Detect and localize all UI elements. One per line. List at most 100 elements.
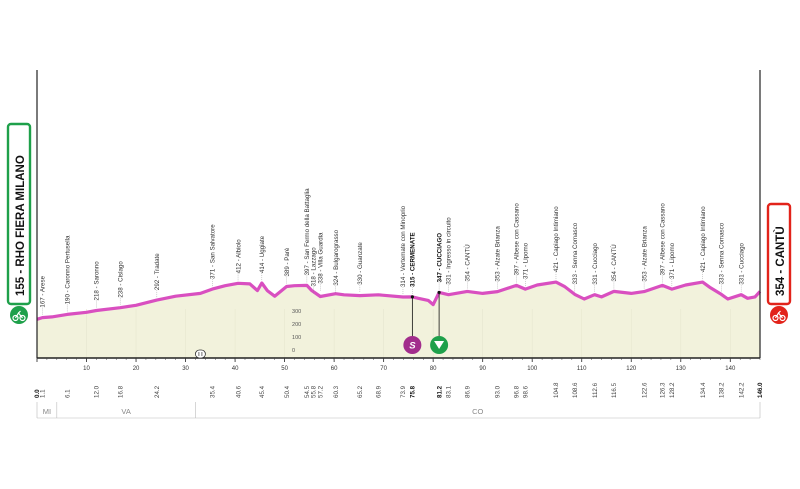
sprint-icon [403,336,422,354]
sprint-dot [410,295,414,299]
place-label: 315 - CERMENATE [410,232,417,287]
place-label: 331 - Cucciago [592,242,599,284]
start-box: 155 - RHO FIERA MILANO [6,122,32,324]
km-label: 50.4 [284,385,291,398]
place-label: 314 - Vertemate con Minoprio [400,205,407,287]
place-label: 397 - San Fermo della Battaglia [304,188,311,276]
km-label: 0.0 [34,389,41,398]
x-tick-label: 110 [577,366,587,372]
km-label: 142.2 [738,382,745,398]
km-label: 75.8 [410,385,417,398]
altitude-scale-label: 200 [292,322,301,328]
km-label: 138.2 [719,382,726,398]
place-label: 238 - Cislago [117,261,124,298]
place-label: 331 - Ingresso in circuito [446,217,453,285]
km-label: 60.3 [333,385,340,398]
x-tick-label: 120 [626,366,637,372]
distance-axis: 10 20 30 40 50 60 70 80 90 100 110 120 130 140 0.01.1 6… [34,70,764,398]
cyclist-icon [12,310,26,322]
km-label: 146.0 [757,382,764,398]
place-label: 218 - Saronno [94,261,101,301]
place-label: 167 - Arese [40,275,47,307]
place-label: 338 - Villa Guardia [317,232,324,284]
km-label: 16.8 [117,385,124,398]
place-label: 389 - Parè [284,247,291,276]
place-label: 421 - Capiago Intimiano [700,206,707,272]
x-tick-label: 40 [232,366,239,372]
place-label: 371 - Lipomo [522,242,529,279]
km-label: 86.9 [465,385,472,398]
place-label: 330 - Guanzate [357,242,364,285]
km-label: 104.8 [553,382,560,398]
km-label: 126.3 [660,382,667,398]
km-label: 57.2 [317,385,324,398]
x-tick-label: 30 [182,366,189,372]
province-label: CO [472,407,483,416]
km-label: 12.0 [94,385,101,398]
km-label: 24.2 [154,385,161,398]
x-tick-label: 50 [281,366,288,372]
place-label: 333 - Senna Comasco [572,222,579,284]
province-label: VA [121,407,130,416]
place-labels: 167 - Arese 190 - Caronno Pertusella 218 -… [40,188,745,315]
x-tick-label: 60 [331,366,338,372]
x-tick-label: 90 [479,366,486,372]
profile-line [36,280,762,321]
place-label: 331 - Cucciago [738,242,745,284]
place-label: 354 - CANTÙ [465,244,472,281]
km-label: 35.4 [210,385,217,398]
profile-fill-layer [36,280,762,358]
altitude-scale: 300 200 100 0 [292,309,301,354]
altitude-scale-label: 100 [292,335,301,341]
km-label: 96.8 [514,385,521,398]
km-label: 93.0 [495,385,502,398]
km-label: 1.1 [40,389,47,398]
km-label: 55.8 [311,385,318,398]
cyclist-icon [772,310,786,322]
km-label: 54.5 [304,385,311,398]
km-label: 73.9 [400,385,407,398]
x-tick-label: 20 [133,366,140,372]
place-label: 421 - Capiago Intimiano [553,206,560,272]
place-label: 333 - Senna Comasco [719,222,726,284]
kom-triangle-icon [434,341,445,349]
place-label: 353 - Alzate Brianza [641,226,648,282]
course-markers: S [195,290,449,359]
place-label: 292 - Tradate [154,253,161,290]
km-label: 83.1 [446,385,453,398]
place-label: 397 - Albese con Cassano [660,203,667,276]
place-label: 354 - CANTÙ [611,244,618,281]
place-label: 371 - San Salvatore [210,224,217,279]
km-label: 116.5 [611,382,618,398]
km-label: 108.6 [572,382,579,398]
km-label: 122.6 [641,382,648,398]
finish-box: 354 - CANTÙ [766,202,792,324]
kom-dot [437,290,441,295]
km-label: 45.4 [259,385,266,398]
place-label: 371 - Lipomo [669,242,676,279]
km-label: 6.1 [64,389,71,398]
km-label: 40.6 [235,385,242,398]
x-tick-label: 130 [676,366,687,372]
province-strip: MI VA CO [36,402,761,419]
x-tick-label: 140 [725,366,736,372]
x-tick-label: 80 [430,366,437,372]
place-label: 347 - CUCCIAGO [436,233,443,283]
km-label: 65.2 [357,385,364,398]
km-label: 68.9 [375,385,382,398]
finish-label: 354 - CANTÙ [774,226,787,296]
feed-zone-icon [195,349,206,359]
km-label: 134.4 [700,382,707,398]
x-tick-label: 70 [380,366,387,372]
altitude-scale-label: 0 [292,348,295,354]
x-tick-label: 10 [83,366,90,372]
place-label: 353 - Alzate Brianza [495,226,502,282]
place-label: 318 - Lazzago [311,247,318,287]
province-label: MI [43,407,51,416]
place-label: 324 - Bulgarograsso [333,229,340,285]
sprint-symbol: S [409,341,416,352]
place-label: 190 - Caronno Pertusella [64,235,71,304]
altitude-scale-label: 300 [292,309,301,315]
